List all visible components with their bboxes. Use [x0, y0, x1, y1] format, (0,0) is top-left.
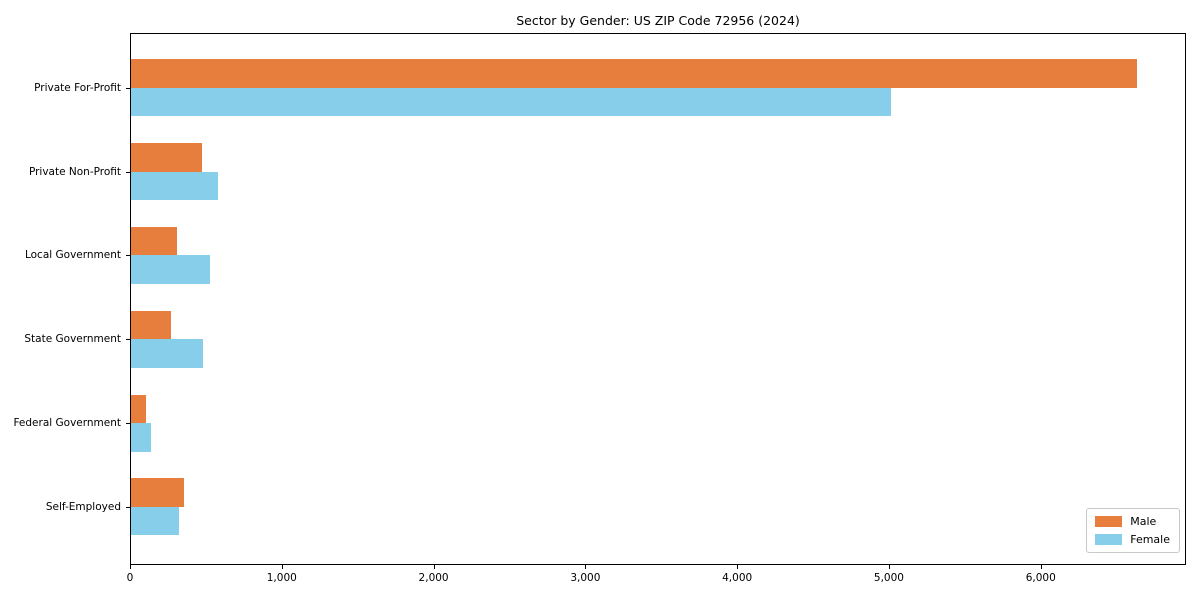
- legend-swatch-female: [1095, 534, 1123, 545]
- chart-title: Sector by Gender: US ZIP Code 72956 (202…: [516, 13, 800, 28]
- y-tick-label-federal-government: Federal Government: [13, 417, 121, 429]
- y-tick-mark: [126, 87, 130, 89]
- x-tick-label-5-000: 5,000: [873, 572, 904, 584]
- x-tick-mark: [888, 565, 890, 569]
- bar-male-private-non-profit: [131, 143, 202, 172]
- x-tick-label-6-000: 6,000: [1025, 572, 1056, 584]
- y-tick-mark: [126, 339, 130, 341]
- legend-label-male: Male: [1130, 515, 1157, 528]
- bar-female-private-non-profit: [131, 171, 219, 201]
- x-tick-mark: [737, 565, 739, 569]
- y-tick-mark: [126, 171, 130, 173]
- bar-female-state-government: [131, 339, 203, 368]
- bar-male-self-employed: [131, 478, 185, 507]
- y-tick-mark: [126, 506, 130, 508]
- x-tick-label-1-000: 1,000: [266, 572, 297, 584]
- bar-female-self-employed: [131, 506, 179, 536]
- bar-male-private-for-profit: [131, 59, 1137, 88]
- bar-male-state-government: [131, 310, 171, 340]
- bar-male-federal-government: [131, 394, 146, 423]
- x-tick-label-3-000: 3,000: [570, 572, 601, 584]
- y-tick-label-local-government: Local Government: [24, 249, 121, 262]
- y-tick-label-state-government: State Government: [24, 333, 121, 346]
- y-tick-mark: [126, 423, 130, 424]
- x-tick-mark: [281, 565, 283, 569]
- bar-female-local-government: [131, 255, 211, 284]
- bar-male-local-government: [131, 226, 178, 256]
- x-tick-label-2-000: 2,000: [418, 572, 449, 584]
- legend: Male Female: [1086, 508, 1180, 553]
- x-tick-mark: [585, 565, 587, 569]
- x-tick-mark: [1040, 565, 1042, 569]
- x-tick-label-0: 0: [126, 572, 134, 584]
- y-tick-label-private-for-profit: Private For-Profit: [34, 81, 121, 94]
- y-tick-mark: [126, 255, 130, 257]
- x-tick-mark: [130, 565, 131, 569]
- bar-female-private-for-profit: [131, 87, 891, 117]
- legend-swatch-male: [1095, 516, 1123, 527]
- x-tick-label-4-000: 4,000: [722, 572, 753, 584]
- bar-female-federal-government: [131, 423, 151, 452]
- plot-area: [130, 33, 1186, 565]
- legend-item-female: Female: [1095, 533, 1170, 546]
- y-tick-label-self-employed: Self-Employed: [45, 500, 121, 513]
- x-tick-mark: [433, 565, 435, 569]
- legend-label-female: Female: [1130, 533, 1170, 546]
- legend-item-male: Male: [1095, 515, 1170, 528]
- y-tick-label-private-non-profit: Private Non-Profit: [28, 165, 121, 178]
